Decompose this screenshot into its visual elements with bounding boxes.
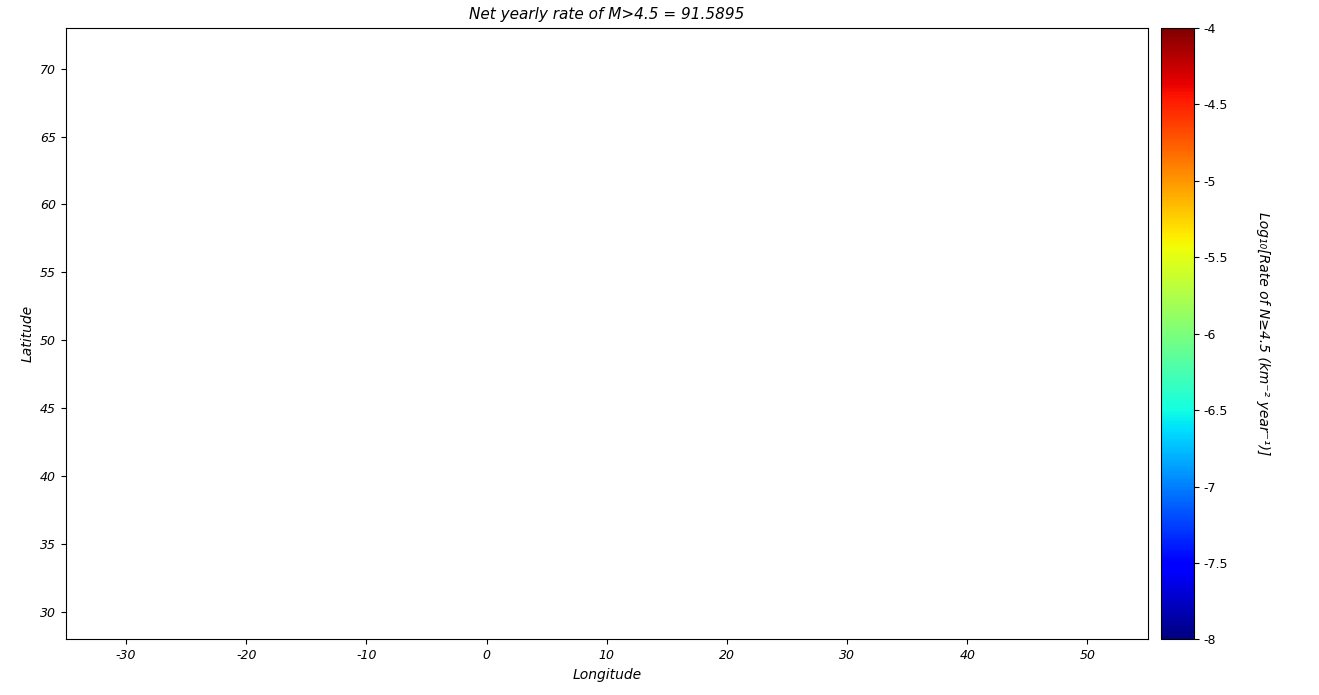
- Title: Net yearly rate of M>4.5 = 91.5895: Net yearly rate of M>4.5 = 91.5895: [470, 8, 744, 22]
- Y-axis label: Latitude: Latitude: [21, 305, 34, 362]
- Y-axis label: Log₁₀[Rate of N≥4.5 (km⁻² year⁻¹)]: Log₁₀[Rate of N≥4.5 (km⁻² year⁻¹)]: [1256, 212, 1270, 455]
- X-axis label: Longitude: Longitude: [572, 668, 641, 682]
